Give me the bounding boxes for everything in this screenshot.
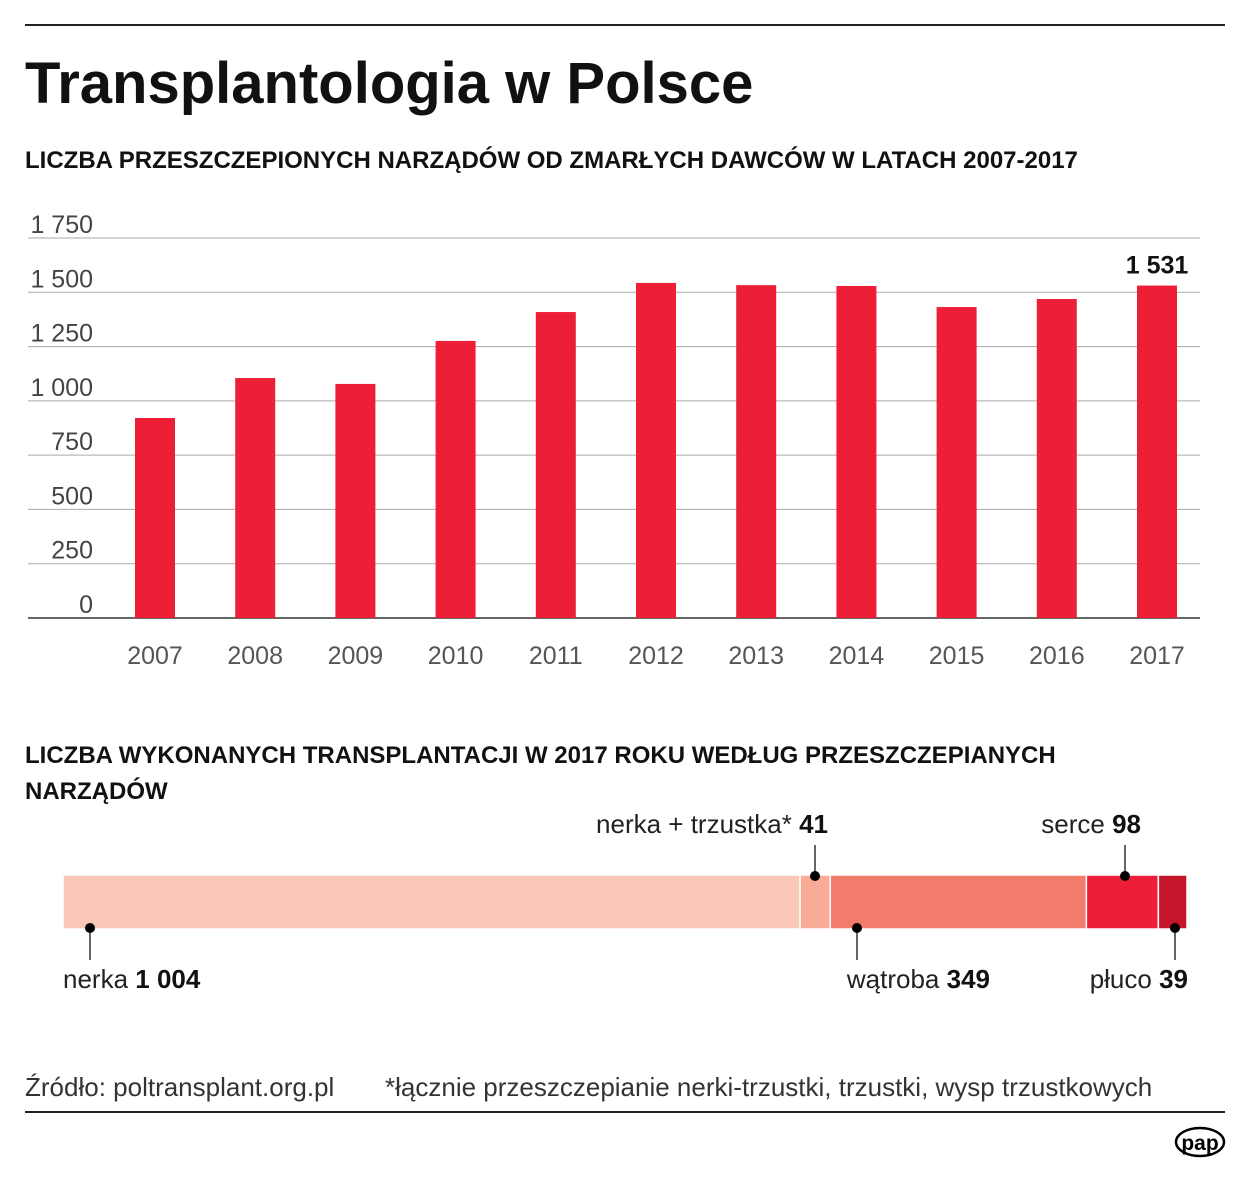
bar-2013: [736, 285, 777, 618]
pap-logo: pap: [1174, 1126, 1226, 1158]
footnote-text: *łącznie przeszczepianie nerki-trzustki,…: [385, 1072, 1152, 1102]
segment-value: 41: [799, 809, 828, 839]
segment-5: [1157, 874, 1188, 930]
y-tick-label: 1 000: [30, 374, 93, 402]
bar-2009: [335, 383, 376, 618]
segment-value: 39: [1159, 964, 1188, 994]
segment-value: 349: [947, 964, 990, 994]
x-tick-label: 2013: [728, 642, 784, 670]
x-tick-label: 2009: [328, 642, 384, 670]
bar-chart: 0 250 500 750 1 000 1 250 1 500 1 750 2007 2008 20…: [28, 211, 1200, 670]
y-tick-label: 750: [51, 428, 93, 456]
segment-name: płuco: [1090, 964, 1159, 994]
stacked-chart-title-line2: NARZĄDÓW: [25, 777, 168, 805]
segment-value: 98: [1112, 809, 1141, 839]
bar-2015: [936, 307, 977, 618]
x-tick-label: 2012: [628, 642, 684, 670]
x-tick-label: 2016: [1029, 642, 1085, 670]
segment-name: serce: [1041, 809, 1112, 839]
y-tick-label: 1 250: [30, 320, 93, 348]
segment-value: 1 004: [135, 964, 201, 994]
svg-text:pap: pap: [1181, 1132, 1218, 1155]
bar-2014: [836, 285, 877, 618]
bar-2017: [1137, 285, 1177, 618]
segment-4: [1085, 874, 1160, 930]
page-title: Transplantologia w Polsce: [25, 51, 753, 116]
y-tick-label: 250: [51, 537, 93, 565]
source-text: Źródło: poltransplant.org.pl: [25, 1072, 334, 1102]
bar-2011: [535, 312, 576, 618]
segment-label: wątroba 349: [846, 964, 990, 994]
bar-2008: [235, 378, 276, 618]
segment-3: [829, 874, 1088, 930]
marker-dot: [1170, 923, 1180, 933]
segment-label: nerka + trzustka* 41: [596, 809, 828, 839]
marker-dot: [810, 871, 820, 881]
bar-2007: [135, 418, 175, 618]
marker-dot: [1120, 871, 1130, 881]
bar-2012: [636, 282, 676, 618]
bar-2016: [1036, 299, 1077, 618]
segment-name: nerka: [63, 964, 135, 994]
stacked-bar-chart: nerka 1 004 nerka + trzustka* 41 wątroba 3…: [62, 809, 1188, 994]
segment-1: [62, 874, 801, 930]
x-tick-label: 2011: [529, 642, 583, 670]
stacked-chart-title-line1: LICZBA WYKONANYCH TRANSPLANTACJI W 2017 …: [25, 742, 1056, 769]
segment-2: [799, 874, 831, 930]
segment-label: serce 98: [1041, 809, 1141, 839]
x-tick-label: 2008: [227, 642, 283, 670]
bar-chart-title: LICZBA PRZESZCZEPIONYCH NARZĄDÓW OD ZMAR…: [25, 146, 1078, 174]
marker-dot: [852, 923, 862, 933]
y-tick-label: 1 750: [30, 211, 93, 239]
segment-label: płuco 39: [1090, 964, 1188, 994]
y-tick-label: 1 500: [30, 265, 93, 293]
x-tick-label: 2017: [1129, 642, 1185, 670]
marker-dot: [85, 923, 95, 933]
segment-name: wątroba: [846, 964, 947, 994]
x-tick-label: 2014: [829, 642, 885, 670]
segment-label: nerka 1 004: [63, 964, 201, 994]
y-tick-label: 0: [79, 591, 93, 619]
x-tick-label: 2015: [929, 642, 985, 670]
x-tick-label: 2010: [428, 642, 484, 670]
segment-name: nerka + trzustka*: [596, 809, 799, 839]
data-label: 1 531: [1126, 252, 1189, 280]
x-tick-label: 2007: [127, 642, 183, 670]
y-tick-label: 500: [51, 482, 93, 510]
bar-2010: [435, 340, 476, 618]
